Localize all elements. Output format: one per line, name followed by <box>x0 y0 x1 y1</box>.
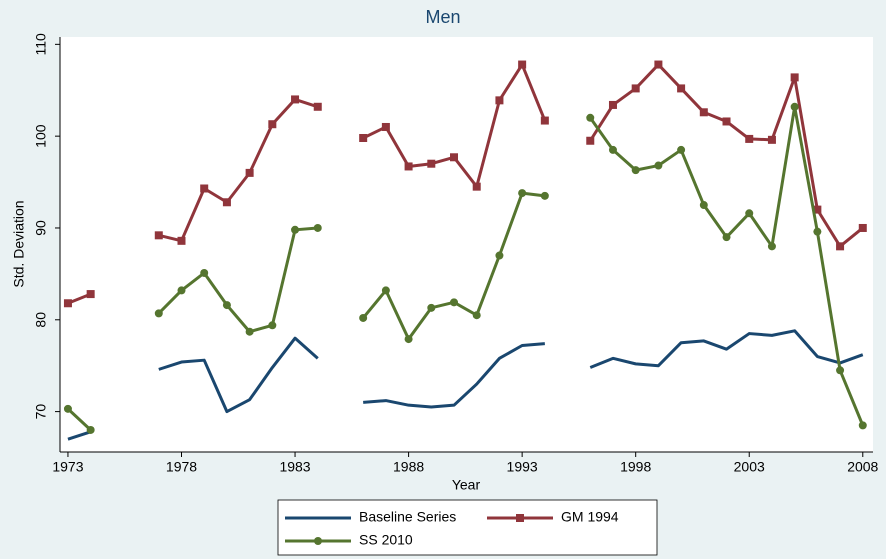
marker <box>381 286 390 295</box>
marker <box>313 223 322 232</box>
legend-marker <box>516 514 524 522</box>
plot-area <box>60 37 873 452</box>
marker <box>381 122 390 131</box>
marker <box>722 117 731 126</box>
x-tick-label: 2003 <box>734 459 765 475</box>
series-line <box>66 105 865 432</box>
marker <box>790 73 799 82</box>
marker <box>790 102 799 111</box>
marker <box>654 161 663 170</box>
marker <box>427 303 436 312</box>
marker <box>836 242 845 251</box>
legend-label: GM 1994 <box>561 509 619 525</box>
marker <box>518 189 527 198</box>
marker <box>586 113 595 122</box>
marker <box>245 327 254 336</box>
marker <box>404 335 413 344</box>
marker <box>177 286 186 295</box>
marker <box>540 116 549 125</box>
marker <box>222 198 231 207</box>
x-tick-label: 2008 <box>847 459 878 475</box>
marker <box>63 404 72 413</box>
legend-label: SS 2010 <box>359 532 413 548</box>
marker <box>631 166 640 175</box>
marker <box>222 301 231 310</box>
marker <box>177 236 186 245</box>
marker <box>313 102 322 111</box>
series-line <box>67 329 864 441</box>
marker <box>677 84 686 93</box>
marker <box>200 268 209 277</box>
marker <box>359 313 368 322</box>
marker <box>813 205 822 214</box>
marker <box>291 225 300 234</box>
x-tick-label: 1993 <box>507 459 538 475</box>
marker <box>767 135 776 144</box>
marker <box>359 133 368 142</box>
marker <box>404 162 413 171</box>
marker <box>450 153 459 162</box>
legend-label: Baseline Series <box>359 509 456 525</box>
y-tick-label: 70 <box>33 404 49 420</box>
marker <box>427 159 436 168</box>
legend <box>277 499 658 556</box>
marker <box>154 309 163 318</box>
x-tick-label: 1988 <box>393 459 424 475</box>
marker <box>268 120 277 129</box>
marker <box>654 60 663 69</box>
marker <box>495 96 504 105</box>
marker <box>836 366 845 375</box>
x-tick-label: 1983 <box>279 459 310 475</box>
marker <box>63 299 72 308</box>
marker <box>699 108 708 117</box>
legend-marker <box>314 537 322 545</box>
marker <box>858 421 867 430</box>
marker <box>268 321 277 330</box>
marker <box>813 227 822 236</box>
marker <box>291 95 300 104</box>
x-tick-label: 1978 <box>166 459 197 475</box>
marker <box>767 242 776 251</box>
marker <box>631 84 640 93</box>
y-axis-label: Std. Deviation <box>11 200 27 287</box>
marker <box>540 191 549 200</box>
marker <box>518 60 527 69</box>
x-tick-label: 1973 <box>52 459 83 475</box>
marker <box>86 425 95 434</box>
marker <box>495 251 504 260</box>
marker <box>154 231 163 240</box>
marker <box>677 145 686 154</box>
marker <box>699 201 708 210</box>
marker <box>608 145 617 154</box>
marker <box>450 298 459 307</box>
marker <box>722 233 731 242</box>
marker <box>586 136 595 145</box>
y-tick-label: 90 <box>33 220 49 236</box>
marker <box>200 184 209 193</box>
marker <box>472 182 481 191</box>
marker <box>608 100 617 109</box>
y-tick-label: 80 <box>33 312 49 328</box>
series-line <box>67 63 864 305</box>
x-axis-label: Year <box>452 477 481 493</box>
marker <box>472 311 481 320</box>
marker <box>858 223 867 232</box>
chart-title: Men <box>425 7 460 27</box>
marker <box>245 168 254 177</box>
y-tick-label: 110 <box>33 33 49 56</box>
marker <box>745 209 754 218</box>
x-tick-label: 1998 <box>620 459 651 475</box>
marker <box>745 134 754 143</box>
marker <box>86 290 95 299</box>
y-tick-label: 100 <box>33 124 49 148</box>
